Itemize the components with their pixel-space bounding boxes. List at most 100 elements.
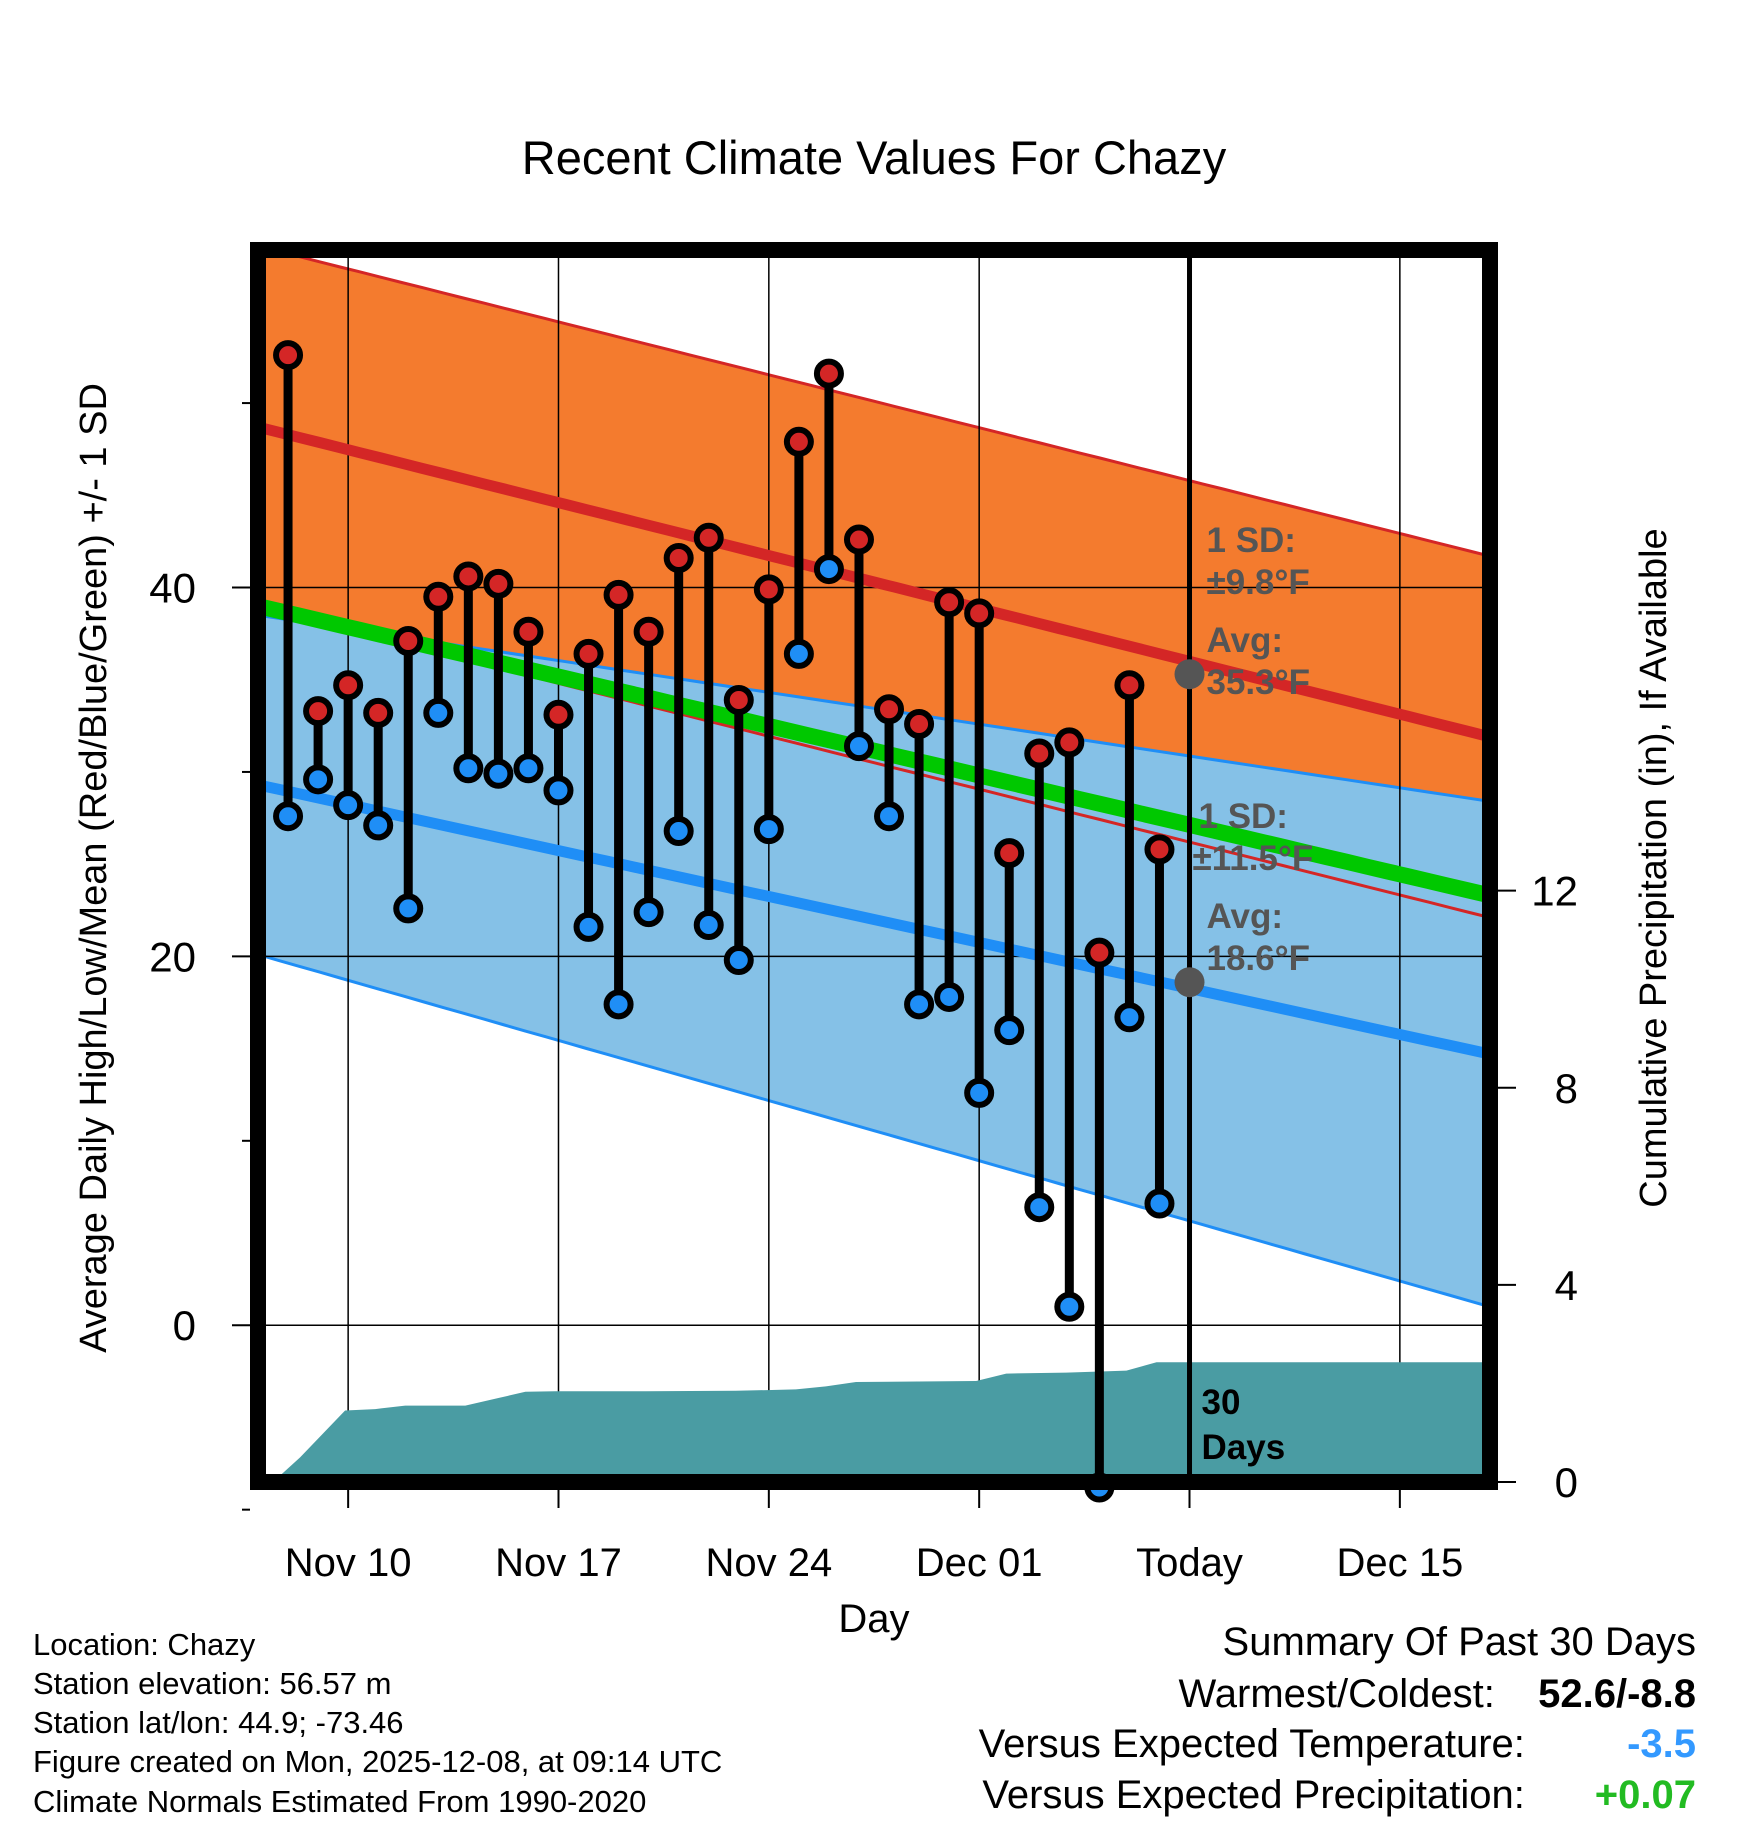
observed-low-point — [573, 911, 604, 942]
high-avg-label: Avg: — [1207, 621, 1283, 660]
observed-low-point — [1024, 1192, 1055, 1223]
summary-heading: Summary Of Past 30 Days — [1222, 1620, 1696, 1664]
observed-values — [273, 340, 1175, 1503]
y-left-axis-label: Average Daily High/Low/Mean (Red/Blue/Gr… — [73, 383, 115, 1353]
observed-low-point — [273, 801, 304, 832]
observed-low-point — [453, 753, 484, 784]
observed-low-point — [1054, 1291, 1085, 1322]
observed-high-point — [543, 699, 574, 730]
y-right-axis-label: Cumulative Precipitation (in), If Availa… — [1633, 528, 1675, 1207]
precipitation-area — [273, 1362, 1490, 1482]
y-left-tick-label: 40 — [149, 565, 196, 612]
observed-low-point — [513, 753, 544, 784]
observed-low-point — [1114, 1002, 1145, 1033]
summary-temp-label: Versus Expected Temperature: — [978, 1722, 1525, 1766]
plot-area — [258, 250, 1490, 1482]
summary-precip-value: +0.07 — [1594, 1773, 1696, 1817]
observed-high-point — [964, 598, 995, 629]
x-tick-label: Nov 10 — [285, 1541, 412, 1585]
observed-high-point — [333, 670, 364, 701]
x-axis-label: Day — [838, 1597, 909, 1641]
low-sd-value: ±11.5°F — [1193, 839, 1314, 878]
x-tick-label: Dec 01 — [916, 1541, 1043, 1585]
chart-title: Recent Climate Values For Chazy — [522, 131, 1227, 184]
observed-high-point — [693, 522, 724, 553]
observed-high-point — [393, 625, 424, 656]
low-avg-label: Avg: — [1207, 897, 1283, 936]
info-created: Figure created on Mon, 2025-12-08, at 09… — [33, 1744, 723, 1779]
info-elevation: Station elevation: 56.57 m — [33, 1666, 392, 1701]
observed-low-point — [994, 1015, 1025, 1046]
observed-high-point — [303, 696, 334, 727]
summary-precip-label: Versus Expected Precipitation: — [982, 1773, 1525, 1817]
observed-low-point — [393, 893, 424, 924]
cumulative-precip-area — [273, 1362, 1490, 1482]
normal-low-line — [258, 779, 1490, 1060]
today-high-avg-marker — [1174, 659, 1205, 690]
y-left-tick-label: 20 — [149, 933, 196, 980]
observed-high-point — [573, 638, 604, 669]
high-avg-value: 35.3°F — [1207, 663, 1311, 702]
observed-high-point — [453, 561, 484, 592]
high-sd-label: 1 SD: — [1207, 521, 1296, 560]
observed-low-point — [843, 731, 874, 762]
info-location: Location: Chazy — [33, 1627, 256, 1662]
observed-high-point — [273, 340, 304, 371]
observed-high-point — [904, 708, 935, 739]
observed-low-point — [904, 989, 935, 1020]
y-left-tick-label: 0 — [173, 1302, 196, 1349]
normal-mean-lines — [258, 421, 1490, 1060]
observed-high-point — [483, 568, 514, 599]
normal-mean-line — [258, 598, 1490, 904]
observed-low-point — [753, 814, 784, 845]
observed-high-point — [633, 616, 664, 647]
x-tick-label: Nov 24 — [705, 1541, 832, 1585]
observed-high-point — [723, 685, 754, 716]
y-right-tick-label: 12 — [1531, 868, 1578, 915]
high-sd-upper-edge — [266, 250, 1490, 558]
observed-low-point — [333, 790, 364, 821]
y-right-tick-label: 0 — [1555, 1459, 1578, 1506]
info-normals: Climate Normals Estimated From 1990-2020 — [33, 1784, 647, 1819]
axes: Nov 10 Nov 17 Nov 24 Dec 01 Today Dec 1502040… — [149, 402, 1578, 1585]
observed-low-point — [543, 775, 574, 806]
observed-low-point — [483, 758, 514, 789]
observed-low-point — [874, 801, 905, 832]
observed-high-point — [783, 426, 814, 457]
observed-low-point — [363, 810, 394, 841]
observed-high-point — [934, 587, 965, 618]
observed-low-point — [783, 638, 814, 669]
x-tick-label: Today — [1136, 1541, 1243, 1585]
observed-low-point — [934, 981, 965, 1012]
observed-high-point — [843, 524, 874, 555]
observed-low-point — [723, 945, 754, 976]
observed-low-point — [633, 897, 664, 928]
observed-low-point — [693, 910, 724, 941]
normal-bands — [258, 250, 1490, 1309]
observed-high-point — [813, 358, 844, 389]
days-label: Days — [1202, 1428, 1286, 1467]
observed-high-point — [423, 581, 454, 612]
days-count: 30 — [1202, 1383, 1241, 1422]
summary-warmest-row: Warmest/Coldest: 52.6/-8.8 — [1179, 1672, 1697, 1717]
x-tick-label: Dec 15 — [1336, 1541, 1463, 1585]
summary-temp-row: Versus Expected Temperature: -3.5 — [979, 1722, 1696, 1767]
observed-low-point — [663, 815, 694, 846]
observed-high-point — [1144, 834, 1175, 865]
observed-low-point — [813, 554, 844, 585]
y-right-tick-label: 4 — [1555, 1262, 1578, 1309]
normal-high-line — [258, 421, 1490, 743]
observed-high-point — [874, 694, 905, 725]
summary-warmest-label: Warmest/Coldest: — [1178, 1672, 1495, 1716]
summary-warmest-value: 52.6/-8.8 — [1538, 1672, 1696, 1716]
observed-high-point — [1054, 727, 1085, 758]
summary-temp-value: -3.5 — [1627, 1722, 1696, 1766]
observed-high-point — [363, 697, 394, 728]
observed-low-point — [603, 989, 634, 1020]
observed-low-point — [303, 764, 334, 795]
summary-precip-row: Versus Expected Precipitation: +0.07 — [982, 1773, 1696, 1818]
observed-high-point — [994, 838, 1025, 869]
observed-low-point — [964, 1077, 995, 1108]
